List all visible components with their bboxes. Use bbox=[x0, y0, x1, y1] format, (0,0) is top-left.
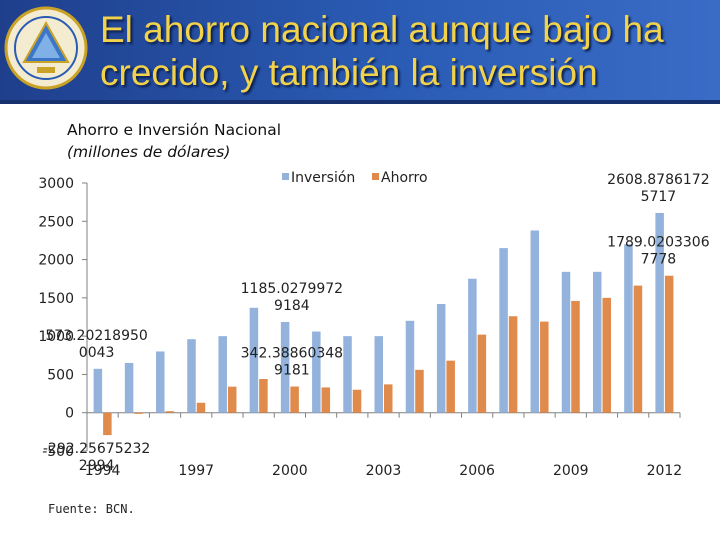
bar-ahorro bbox=[321, 387, 331, 413]
chart-title: Ahorro e Inversión Nacional bbox=[67, 121, 282, 139]
bar-ahorro bbox=[508, 316, 518, 413]
bar-ahorro bbox=[477, 334, 487, 413]
bar-ahorro bbox=[446, 360, 455, 413]
bar-ahorro bbox=[633, 285, 643, 413]
y-tick-label: 1500 bbox=[38, 291, 74, 307]
y-tick-label: -500 bbox=[42, 444, 74, 460]
bar-ahorro bbox=[352, 389, 362, 413]
bar-inversion bbox=[468, 278, 477, 413]
data-label: 1185.0279972 9184 bbox=[241, 281, 343, 314]
bar-inversion bbox=[93, 368, 103, 413]
bar-inversion bbox=[561, 271, 571, 413]
x-tick-label: 2009 bbox=[553, 463, 589, 479]
data-label: 573.20218950 0043 bbox=[45, 328, 147, 361]
bar-ahorro bbox=[227, 386, 237, 413]
bar-inversion bbox=[374, 336, 383, 413]
bar-ahorro bbox=[290, 386, 299, 413]
bar-inversion bbox=[187, 339, 196, 413]
bar-ahorro bbox=[259, 379, 268, 413]
source-note: Fuente: BCN. bbox=[48, 502, 135, 516]
bar-inversion bbox=[249, 307, 259, 413]
data-label: 342.38860348 9181 bbox=[241, 345, 343, 378]
bar-inversion bbox=[499, 248, 508, 413]
bar-ahorro bbox=[571, 300, 580, 413]
bar-inversion bbox=[655, 212, 664, 413]
bar-ahorro bbox=[540, 321, 549, 413]
bar-inversion bbox=[530, 230, 540, 413]
x-tick-label: 2000 bbox=[272, 463, 308, 479]
y-tick-label: 3000 bbox=[38, 176, 74, 192]
bar-inversion bbox=[343, 336, 352, 413]
bar-ahorro bbox=[602, 297, 611, 413]
seal-icon bbox=[4, 6, 88, 90]
bar-ahorro bbox=[134, 412, 143, 414]
bar-inversion bbox=[405, 320, 415, 413]
x-tick-label: 1997 bbox=[178, 463, 214, 479]
bar-ahorro bbox=[415, 369, 424, 413]
y-tick-label: 2000 bbox=[38, 253, 74, 269]
bar-inversion bbox=[218, 336, 227, 413]
title-banner bbox=[0, 0, 720, 104]
legend-label: Ahorro bbox=[381, 170, 428, 186]
bar-inversion bbox=[124, 362, 134, 413]
legend-swatch bbox=[372, 173, 379, 180]
legend-swatch bbox=[282, 173, 289, 180]
bar-inversion bbox=[624, 244, 633, 413]
data-label: -292.25675232 2994 bbox=[43, 441, 150, 474]
y-tick-label: 1000 bbox=[38, 329, 74, 345]
data-label: 1789.0203306 7778 bbox=[607, 235, 710, 268]
data-label: 2608.8786172 5717 bbox=[607, 172, 709, 205]
banner-underline bbox=[0, 100, 720, 104]
x-tick-label: 2012 bbox=[647, 463, 683, 479]
bar-inversion bbox=[156, 351, 165, 413]
x-tick-label: 1994 bbox=[85, 463, 121, 479]
bar-inversion bbox=[592, 271, 602, 413]
bar-inversion bbox=[312, 331, 321, 413]
bar-inversion bbox=[280, 321, 290, 413]
y-tick-label: 500 bbox=[47, 367, 74, 383]
x-tick-label: 2003 bbox=[366, 463, 402, 479]
y-tick-label: 2500 bbox=[38, 214, 74, 230]
bar-ahorro bbox=[664, 275, 674, 413]
bar-inversion bbox=[436, 303, 446, 413]
bar-ahorro bbox=[103, 412, 112, 436]
legend-label: Inversión bbox=[291, 170, 355, 186]
slide-title: El ahorro nacional aunque bajo ha crecid… bbox=[100, 9, 664, 93]
chart-subtitle: (millones de dólares) bbox=[67, 143, 231, 161]
y-tick-label: 0 bbox=[65, 406, 74, 422]
bar-ahorro bbox=[165, 411, 175, 413]
bar-ahorro bbox=[384, 384, 393, 413]
x-tick-label: 2006 bbox=[459, 463, 495, 479]
bar-ahorro bbox=[196, 402, 206, 413]
